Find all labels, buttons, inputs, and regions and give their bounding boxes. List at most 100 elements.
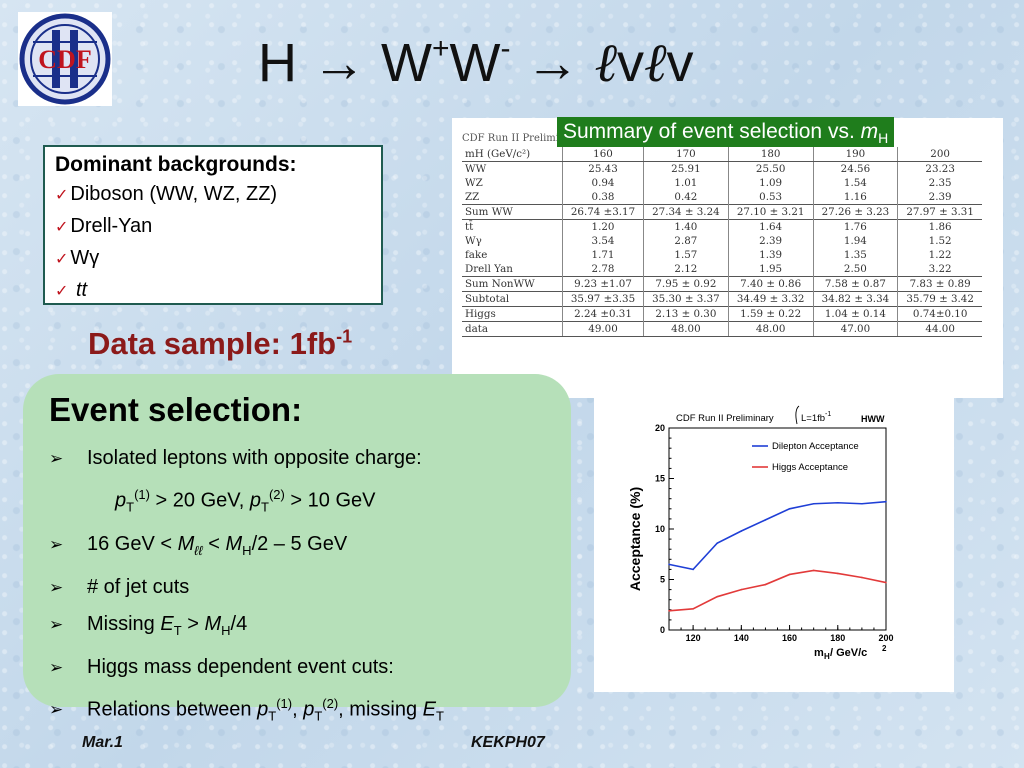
table-cell: tt̄	[462, 219, 563, 234]
table-cell: 2.12	[643, 262, 729, 277]
table-cell: 26.74 ±3.17	[561, 204, 644, 220]
cdf-logo: CDF	[18, 12, 112, 106]
data-point	[740, 588, 743, 591]
table-cell: 1.54	[812, 176, 898, 190]
table-cell: 0.38	[561, 190, 644, 205]
series-line-dilepton	[668, 500, 887, 571]
table-cell: Wγ	[465, 235, 482, 247]
title-arrow2: →	[525, 33, 580, 93]
table-cell: 0.53	[727, 190, 814, 205]
rel-missing: , missing	[338, 698, 423, 721]
table-row: tt̄ 1.20 1.40 1.64 1.76 1.86	[462, 219, 982, 234]
bullet-arrow-icon: ➢	[49, 577, 64, 597]
table-cell: 34.49 ± 3.32	[727, 291, 814, 307]
table-cell: 2.50	[812, 262, 898, 277]
table-cell: 25.91	[643, 161, 729, 176]
table-cell: 2.39	[897, 190, 982, 205]
title-h: H	[258, 33, 297, 93]
series-line-higgs	[668, 569, 887, 612]
met-T: T	[173, 622, 182, 638]
bullet-arrow-icon: ➢	[49, 534, 64, 554]
table-header-row: mH (GeV/c²) 160 170 180 190 200	[462, 147, 982, 162]
table-cell: 27.10 ± 3.21	[727, 204, 814, 220]
rel-comma: ,	[292, 698, 304, 721]
table-caption: Summary of event selection vs. mH	[557, 117, 895, 147]
table-cell: 44.00	[897, 321, 982, 337]
event-selection-item-higgs-cuts: ➢ Higgs mass dependent event cuts:	[49, 649, 551, 686]
table-row: ZZ 0.38 0.42 0.53 1.16 2.39	[462, 190, 982, 205]
data-point	[668, 563, 670, 566]
check-icon: ✓	[55, 251, 69, 268]
legend-entry: Higgs Acceptance	[772, 462, 848, 473]
table-cell: 1.59 ± 0.22	[727, 306, 814, 322]
table-cell: WZ	[465, 177, 483, 189]
m-ll: ℓℓ	[194, 542, 203, 558]
table-cell: 1.40	[643, 219, 729, 234]
table-cell: WW	[465, 163, 487, 175]
table-cell: 7.58 ± 0.87	[812, 276, 898, 292]
chart-frame	[668, 427, 887, 631]
data-sample-sup: -1	[336, 326, 353, 347]
table-row: Sum NonWW 9.23 ±1.07 7.95 ± 0.92 7.40 ± 0.8…	[462, 276, 982, 292]
met-E: E	[160, 612, 174, 635]
table-cell: 1.64	[727, 219, 814, 234]
event-selection-item-leptons: ➢ Isolated leptons with opposite charge:	[49, 440, 551, 477]
table-cell: 9.23 ±1.07	[561, 276, 644, 292]
table-cell: 1.57	[643, 248, 729, 262]
pt-cut2: > 10 GeV	[284, 489, 376, 512]
table-cell: 2.78	[561, 262, 644, 277]
data-point	[885, 581, 887, 584]
backgrounds-item-label: Diboson (WW, WZ, ZZ)	[70, 183, 278, 205]
data-point	[788, 508, 791, 510]
met-pre: Missing	[87, 612, 161, 635]
table-cell: Sum NonWW	[462, 276, 563, 292]
table-cell: 1.52	[897, 234, 982, 248]
title-nu2: v	[666, 33, 694, 93]
x-tick-label: 120	[686, 633, 701, 643]
table-cell: 1.09	[727, 176, 814, 190]
bullet-arrow-icon: ➢	[49, 449, 64, 468]
table-cell: 35.97 ±3.35	[561, 291, 644, 307]
table-cell: 1.86	[897, 219, 982, 234]
acceptance-chart: 120 140 160 180 200 0 5 10 15 20 Dilepton Acceptan…	[627, 405, 894, 661]
table-cell: 7.40 ± 0.86	[727, 276, 814, 292]
title-nu: v	[617, 33, 645, 93]
m-M: M	[177, 532, 195, 555]
table-cell: 24.56	[812, 161, 898, 176]
chart-lumi-sup: -1	[825, 411, 831, 418]
check-icon: ✓	[55, 283, 69, 300]
caption-text: Summary of event selection vs.	[563, 120, 861, 143]
table-cell: 2.24 ±0.31	[561, 306, 644, 322]
table-cell: 48.00	[643, 321, 729, 337]
table-cell: 1.39	[727, 248, 814, 262]
table-cell: Subtotal	[462, 291, 563, 307]
table-cell: 0.94	[561, 176, 644, 190]
backgrounds-item-drell-yan: ✓ Drell-Yan	[55, 211, 371, 243]
data-point	[764, 519, 767, 521]
bullet-arrow-icon: ➢	[49, 700, 64, 720]
table-row: Wγ 3.54 2.87 2.39 1.94 1.52	[462, 234, 982, 248]
x-tick-label: 180	[830, 633, 845, 643]
footer-date: Mar.1	[82, 734, 123, 751]
table-cell: 0.74±0.10	[897, 306, 982, 322]
table-row: WZ 0.94 1.01 1.09 1.54 2.35	[462, 176, 982, 190]
event-selection-item-jet-cuts: ➢ # of jet cuts	[49, 569, 551, 606]
table-row: WW 25.43 25.91 25.50 24.56 23.23	[462, 161, 982, 176]
table-cell: 2.13 ± 0.30	[643, 306, 729, 322]
data-point	[836, 572, 839, 575]
table-cell: 160	[561, 147, 644, 162]
pt-T: T	[126, 499, 135, 515]
data-point	[812, 502, 815, 505]
table-cell: 190	[812, 147, 898, 162]
item-text: # of jet cuts	[87, 575, 190, 598]
data-point	[668, 610, 670, 612]
m-H: H	[242, 542, 252, 558]
acceptance-chart-panel: 120 140 160 180 200 0 5 10 15 20 Dilepton Acceptan…	[594, 398, 954, 692]
table-cell: 3.54	[561, 234, 644, 248]
check-icon: ✓	[55, 187, 69, 204]
table-cell: 1.71	[561, 248, 644, 262]
rel-ET: T	[435, 708, 444, 724]
chart-tag: HWW	[861, 414, 885, 424]
x-tick-label: 160	[782, 633, 797, 643]
table-cell: 1.22	[897, 248, 982, 262]
